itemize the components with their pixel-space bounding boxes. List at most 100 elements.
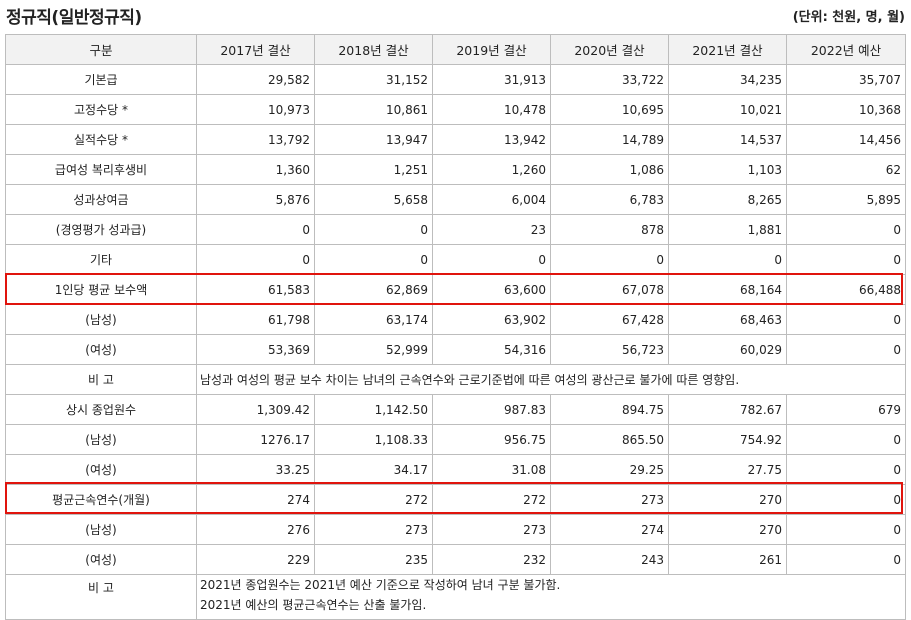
note-row: 비 고 남성과 여성의 평균 보수 차이는 남녀의 근속연수와 근로기준법에 따른…	[5, 364, 906, 395]
value-cell: 261	[668, 544, 787, 575]
table-row: (여성) 33.25 34.17 31.08 29.25 27.75 0	[5, 454, 906, 485]
value-cell: 68,164	[668, 274, 787, 305]
value-cell: 13,942	[432, 124, 551, 155]
value-cell: 273	[314, 514, 433, 545]
value-cell: 878	[550, 214, 669, 245]
note-line: 2021년 예산의 평균근속연수는 산출 불가임.	[200, 598, 427, 612]
value-cell: 5,895	[786, 184, 906, 215]
value-cell: 1,251	[314, 154, 433, 185]
value-cell: 274	[196, 484, 315, 515]
header-year: 2017년 결산	[196, 34, 315, 65]
value-cell: 10,861	[314, 94, 433, 125]
value-cell: 0	[786, 304, 906, 335]
value-cell: 0	[314, 214, 433, 245]
value-cell: 14,456	[786, 124, 906, 155]
row-label: 급여성 복리후생비	[5, 154, 197, 185]
value-cell: 66,488	[786, 274, 906, 305]
value-cell: 10,973	[196, 94, 315, 125]
value-cell: 31,152	[314, 64, 433, 95]
unit-label: (단위: 천원, 명, 월)	[792, 10, 905, 25]
value-cell: 1,103	[668, 154, 787, 185]
page-title: 정규직(일반정규직)	[6, 8, 142, 28]
row-label: (여성)	[5, 334, 197, 365]
value-cell: 53,369	[196, 334, 315, 365]
value-cell: 1,142.50	[314, 394, 433, 425]
value-cell: 6,004	[432, 184, 551, 215]
value-cell: 29.25	[550, 454, 669, 485]
value-cell: 0	[786, 214, 906, 245]
value-cell: 33.25	[196, 454, 315, 485]
value-cell: 232	[432, 544, 551, 575]
value-cell: 1,309.42	[196, 394, 315, 425]
value-cell: 14,789	[550, 124, 669, 155]
table-row: 고정수당 * 10,973 10,861 10,478 10,695 10,021 10,3…	[5, 94, 906, 125]
value-cell: 0	[786, 244, 906, 275]
value-cell: 956.75	[432, 424, 551, 455]
value-cell: 894.75	[550, 394, 669, 425]
header-year: 2021년 결산	[668, 34, 787, 65]
value-cell: 270	[668, 484, 787, 515]
value-cell: 10,368	[786, 94, 906, 125]
row-label: (여성)	[5, 454, 197, 485]
value-cell: 0	[786, 484, 906, 515]
value-cell: 10,478	[432, 94, 551, 125]
value-cell: 0	[786, 334, 906, 365]
row-label: 1인당 평균 보수액	[5, 274, 197, 305]
table-row: (남성) 276 273 273 274 270 0	[5, 514, 906, 545]
value-cell: 6,783	[550, 184, 669, 215]
table-row: 상시 종업원수 1,309.42 1,142.50 987.83 894.75 782.6…	[5, 394, 906, 425]
value-cell: 27.75	[668, 454, 787, 485]
value-cell: 54,316	[432, 334, 551, 365]
header-category: 구분	[5, 34, 197, 65]
value-cell: 34,235	[668, 64, 787, 95]
value-cell: 754.92	[668, 424, 787, 455]
value-cell: 0	[786, 544, 906, 575]
value-cell: 63,902	[432, 304, 551, 335]
value-cell: 29,582	[196, 64, 315, 95]
header-year: 2020년 결산	[550, 34, 669, 65]
value-cell: 33,722	[550, 64, 669, 95]
value-cell: 68,463	[668, 304, 787, 335]
value-cell: 0	[668, 244, 787, 275]
table-row: (여성) 229 235 232 243 261 0	[5, 544, 906, 575]
value-cell: 5,658	[314, 184, 433, 215]
header-row: 구분 2017년 결산 2018년 결산 2019년 결산 2020년 결산 2…	[5, 34, 906, 65]
value-cell: 35,707	[786, 64, 906, 95]
value-cell: 0	[786, 514, 906, 545]
value-cell: 276	[196, 514, 315, 545]
row-label: 기타	[5, 244, 197, 275]
value-cell: 13,947	[314, 124, 433, 155]
table-row: (여성) 53,369 52,999 54,316 56,723 60,029 0	[5, 334, 906, 365]
value-cell: 31.08	[432, 454, 551, 485]
value-cell: 1,260	[432, 154, 551, 185]
table-row: 1인당 평균 보수액 61,583 62,869 63,600 67,078 68,164…	[5, 274, 906, 305]
value-cell: 0	[786, 424, 906, 455]
value-cell: 272	[432, 484, 551, 515]
value-cell: 10,695	[550, 94, 669, 125]
note-line: 2021년 종업원수는 2021년 예산 기준으로 작성하여 남녀 구분 불가함…	[200, 578, 561, 592]
value-cell: 235	[314, 544, 433, 575]
value-cell: 34.17	[314, 454, 433, 485]
value-cell: 272	[314, 484, 433, 515]
value-cell: 0	[550, 244, 669, 275]
row-label: 성과상여금	[5, 184, 197, 215]
row-label: 상시 종업원수	[5, 394, 197, 425]
value-cell: 1,360	[196, 154, 315, 185]
note-text: 2021년 종업원수는 2021년 예산 기준으로 작성하여 남녀 구분 불가함…	[196, 574, 906, 620]
header-year: 2019년 결산	[432, 34, 551, 65]
value-cell: 13,792	[196, 124, 315, 155]
value-cell: 0	[314, 244, 433, 275]
header-year: 2018년 결산	[314, 34, 433, 65]
value-cell: 865.50	[550, 424, 669, 455]
value-cell: 782.67	[668, 394, 787, 425]
value-cell: 62	[786, 154, 906, 185]
row-label: 기본급	[5, 64, 197, 95]
value-cell: 63,600	[432, 274, 551, 305]
table-row: 평균근속연수(개월) 274 272 272 273 270 0	[5, 484, 906, 515]
value-cell: 0	[786, 454, 906, 485]
value-cell: 273	[550, 484, 669, 515]
value-cell: 31,913	[432, 64, 551, 95]
row-label: (여성)	[5, 544, 197, 575]
value-cell: 0	[432, 244, 551, 275]
note-label: 비 고	[5, 364, 197, 395]
